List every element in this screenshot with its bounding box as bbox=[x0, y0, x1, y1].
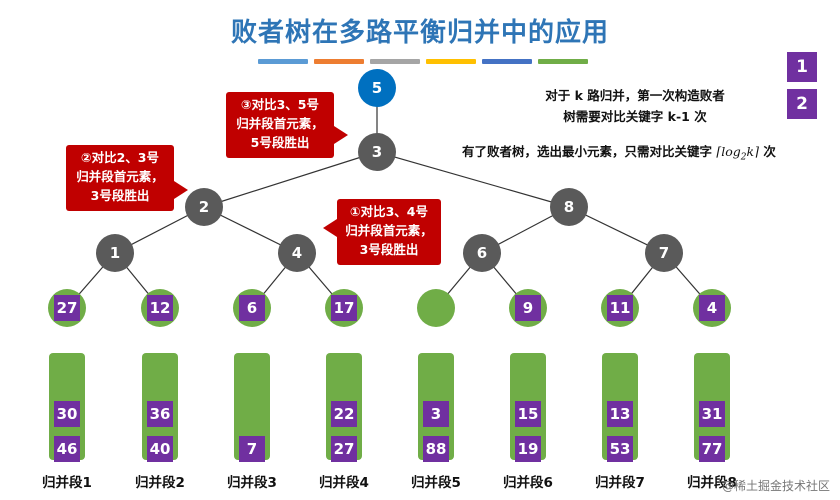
color-bar-5 bbox=[482, 59, 532, 64]
callout-2-line-1: ②对比2、3号 bbox=[81, 150, 159, 165]
tree-node-level2-1: 2 bbox=[185, 188, 223, 226]
segment-label-2: 归并段2 bbox=[135, 475, 185, 491]
callout-step-2: ②对比2、3号 归并段首元素， 3号段胜出 bbox=[66, 145, 188, 211]
tree-node-level3-4: 7 bbox=[645, 234, 683, 272]
segment-8-value-1: 31 bbox=[699, 401, 725, 427]
tree-node-level1: 3 bbox=[358, 133, 396, 171]
color-bar-6 bbox=[538, 59, 588, 64]
edge-l1-1 bbox=[376, 151, 570, 208]
page-title: 败者树在多路平衡归并中的应用 bbox=[230, 18, 609, 48]
color-bar-1 bbox=[258, 59, 308, 64]
log-formula-base: 2 bbox=[740, 152, 747, 163]
leaf-value-4: 17 bbox=[331, 295, 357, 321]
callout-2-line-3: 3号段胜出 bbox=[90, 188, 150, 203]
segment-7-value-2: 53 bbox=[607, 436, 633, 462]
segment-4-value-1: 22 bbox=[331, 401, 357, 427]
note-line-3-prefix: 有了败者树，选出最小元素，只需对比关键字 bbox=[462, 144, 713, 159]
segment-5-value-1: 3 bbox=[423, 401, 449, 427]
callout-step-3: ③对比3、5号 归并段首元素， 5号段胜出 bbox=[226, 92, 348, 158]
segment-6-value-2: 19 bbox=[515, 436, 541, 462]
segment-label-6: 归并段6 bbox=[503, 475, 553, 491]
note-line-3: 有了败者树，选出最小元素，只需对比关键字 ⌈log2k⌉ 次 bbox=[462, 142, 832, 168]
segment-3-value-1: 7 bbox=[239, 436, 265, 462]
footer-watermark: @稀土掘金技术社区 bbox=[721, 479, 830, 493]
note-line-3-suffix: 次 bbox=[763, 144, 776, 159]
segment-label-3: 归并段3 bbox=[227, 475, 277, 491]
step-1-box: 1 bbox=[787, 52, 817, 82]
edge-l1-0 bbox=[203, 151, 378, 208]
leaf-value-8: 4 bbox=[699, 295, 725, 321]
segment-label-7: 归并段7 bbox=[595, 475, 645, 491]
tree-winner-node: 5 bbox=[358, 69, 396, 107]
segment-2-value-1: 36 bbox=[147, 401, 173, 427]
callout-3-line-1: ③对比3、5号 bbox=[241, 97, 319, 112]
log-formula-start: ⌈log bbox=[716, 144, 741, 159]
segment-label-8: 归并段8 bbox=[687, 475, 737, 491]
callout-2-line-2: 归并段首元素， bbox=[76, 169, 164, 184]
leaf-value-7: 11 bbox=[607, 295, 633, 321]
leaf-value-2: 12 bbox=[147, 295, 173, 321]
note-line-1: 对于 k 路归并，第一次构造败者 bbox=[545, 88, 725, 103]
segment-4-value-2: 27 bbox=[331, 436, 357, 462]
note-line-2: 树需要对比关键字 k-1 次 bbox=[563, 109, 707, 124]
callout-1-line-3: 3号段胜出 bbox=[359, 242, 419, 257]
segment-7-value-1: 13 bbox=[607, 401, 633, 427]
color-bar-2 bbox=[314, 59, 364, 64]
callout-step-1: ①对比3、4号 归并段首元素， 3号段胜出 bbox=[323, 199, 441, 265]
segment-8-value-2: 77 bbox=[699, 436, 725, 462]
log-formula-end: k⌉ bbox=[746, 144, 759, 159]
callout-1-line-1: ①对比3、4号 bbox=[350, 204, 428, 219]
callout-1-line-2: 归并段首元素， bbox=[345, 223, 433, 238]
segment-2-value-2: 40 bbox=[147, 436, 173, 462]
tree-node-level2-2: 8 bbox=[550, 188, 588, 226]
log-formula: ⌈log2k⌉ bbox=[716, 144, 759, 163]
segment-6-value-1: 15 bbox=[515, 401, 541, 427]
segment-label-1: 归并段1 bbox=[42, 475, 92, 491]
callout-3-line-2: 归并段首元素， bbox=[236, 116, 324, 131]
color-bar-4 bbox=[426, 59, 476, 64]
step-2-box: 2 bbox=[787, 89, 817, 119]
leaf-value-3: 6 bbox=[239, 295, 265, 321]
color-bar-3 bbox=[370, 59, 420, 64]
tree-node-level3-1: 1 bbox=[96, 234, 134, 272]
leaf-value-6: 9 bbox=[515, 295, 541, 321]
leaf-value-1: 27 bbox=[54, 295, 80, 321]
segment-1-value-1: 30 bbox=[54, 401, 80, 427]
segment-1-value-2: 46 bbox=[54, 436, 80, 462]
leaf-node-5 bbox=[417, 289, 455, 327]
tree-node-level3-2: 4 bbox=[278, 234, 316, 272]
segment-label-5: 归并段5 bbox=[411, 475, 461, 491]
segment-5-value-2: 88 bbox=[423, 436, 449, 462]
callout-3-line-3: 5号段胜出 bbox=[250, 135, 310, 150]
segment-label-4: 归并段4 bbox=[319, 475, 369, 491]
tree-node-level3-3: 6 bbox=[463, 234, 501, 272]
